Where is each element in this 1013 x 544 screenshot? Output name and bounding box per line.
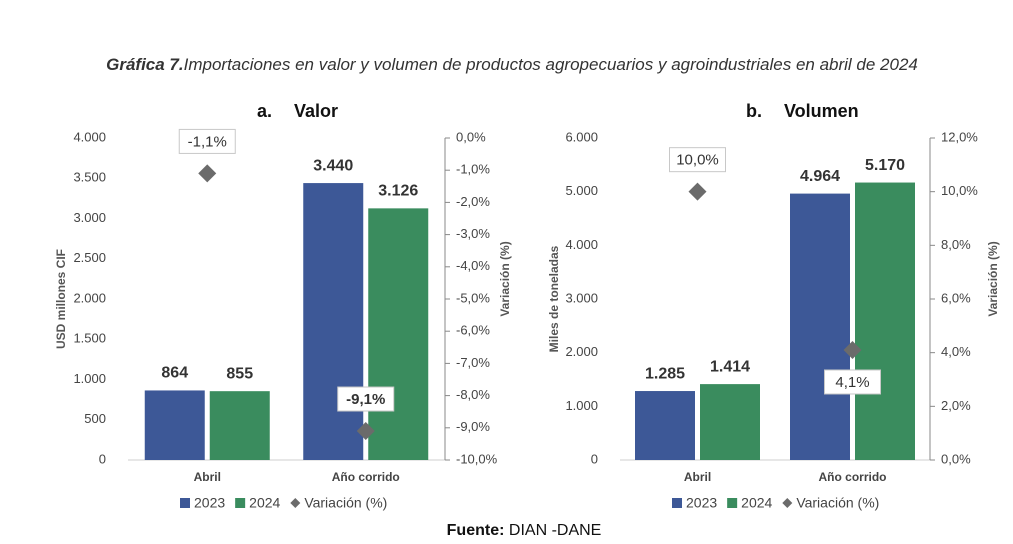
x-tick-label: Abril [194,470,221,484]
y2-tick-label: 0,0% [941,451,971,466]
y-tick-label: 1.500 [73,331,106,346]
y-tick-label: 3.500 [73,170,106,185]
y2-tick-label: 0,0% [456,129,486,144]
bar [303,183,364,460]
variation-label: -9,1% [346,391,385,408]
value-label: 3.126 [378,183,418,200]
bar [700,384,760,460]
title-prefix: Gráfica 7. [106,55,184,74]
subtitle-letter: b. [746,101,762,121]
y2-tick-label: -5,0% [456,290,490,305]
y2-tick-label: -2,0% [456,194,490,209]
y-tick-label: 5.000 [565,183,598,198]
y-tick-label: 3.000 [73,210,106,225]
source: Fuente: DIAN -DANE [447,522,602,539]
y2-tick-label: 8,0% [941,237,971,252]
y-tick-label: 2.000 [565,344,598,359]
variation-marker [688,182,707,201]
subtitle: Valor [294,101,338,121]
y2-tick-label: 12,0% [941,129,978,144]
source-label: Fuente: [447,522,505,539]
variation-marker [198,164,217,183]
y-axis-title: USD millones CIF [54,249,68,349]
variation-label: 10,0% [676,152,719,169]
subtitle: Volumen [784,101,859,121]
y2-tick-label: -7,0% [456,355,490,370]
value-label: 5.170 [865,157,905,174]
legend-marker [290,498,301,508]
y-tick-label: 2.000 [73,290,106,305]
y-tick-label: 0 [99,451,106,466]
x-tick-label: Año corrido [332,470,400,484]
y2-axis-title: Variación (%) [498,241,512,316]
variation-label: -1,1% [188,133,227,150]
legend-swatch [235,498,246,508]
y-tick-label: 2.500 [73,250,106,265]
title-text: Importaciones en valor y volumen de prod… [184,55,918,74]
y-tick-label: 6.000 [565,129,598,144]
y-tick-label: 1.000 [73,371,106,386]
legend-label: Variación (%) [796,495,879,511]
y-tick-label: 0 [591,451,598,466]
y2-tick-label: -3,0% [456,226,490,241]
subtitle-letter: a. [257,101,272,121]
value-label: 855 [226,365,253,382]
y2-tick-label: 10,0% [941,183,978,198]
value-label: 1.285 [645,365,685,382]
legend-marker [782,498,793,508]
y2-tick-label: 6,0% [941,290,971,305]
y2-tick-label: -8,0% [456,387,490,402]
variation-marker [356,422,375,441]
variation-label-box [824,369,881,395]
legend-label: 2023 [194,495,225,511]
variation-label-box [178,128,236,154]
y2-tick-label: -9,0% [456,419,490,434]
y2-tick-label: -6,0% [456,323,490,338]
bar [855,182,915,460]
variation-label-box [669,147,726,173]
bar [635,391,695,460]
x-tick-label: Año corrido [819,470,887,484]
value-label: 864 [161,365,188,382]
y-tick-label: 4.000 [565,237,598,252]
value-label: 4.964 [800,168,840,185]
y2-tick-label: 4,0% [941,344,971,359]
value-label: 3.440 [313,157,353,174]
legend-label: 2024 [741,495,772,511]
y-tick-label: 3.000 [565,290,598,305]
y-axis-title: Miles de toneladas [547,245,561,352]
y-tick-label: 4.000 [73,129,106,144]
y-tick-label: 1.000 [565,398,598,413]
bar [209,391,270,460]
variation-marker [843,340,862,359]
bar [144,390,205,460]
legend-label: 2023 [686,495,717,511]
value-label: 1.414 [710,358,750,375]
source-text: DIAN -DANE [509,522,601,539]
x-tick-label: Abril [684,470,711,484]
bar [368,208,429,460]
legend-label: Variación (%) [304,495,387,511]
legend-swatch [727,498,738,508]
variation-label: 4,1% [835,374,869,391]
y-tick-label: 500 [84,411,106,426]
y2-tick-label: -1,0% [456,162,490,177]
bar [790,193,850,460]
title: Gráfica 7.Importaciones en valor y volum… [106,55,918,74]
legend-label: 2024 [249,495,280,511]
legend-swatch [180,498,190,508]
y2-tick-label: 2,0% [941,398,971,413]
y2-axis-title: Variación (%) [986,241,1000,316]
y2-tick-label: -4,0% [456,258,490,273]
y2-tick-label: -10,0% [456,451,498,466]
variation-label-box [337,386,395,412]
legend-swatch [672,498,682,508]
